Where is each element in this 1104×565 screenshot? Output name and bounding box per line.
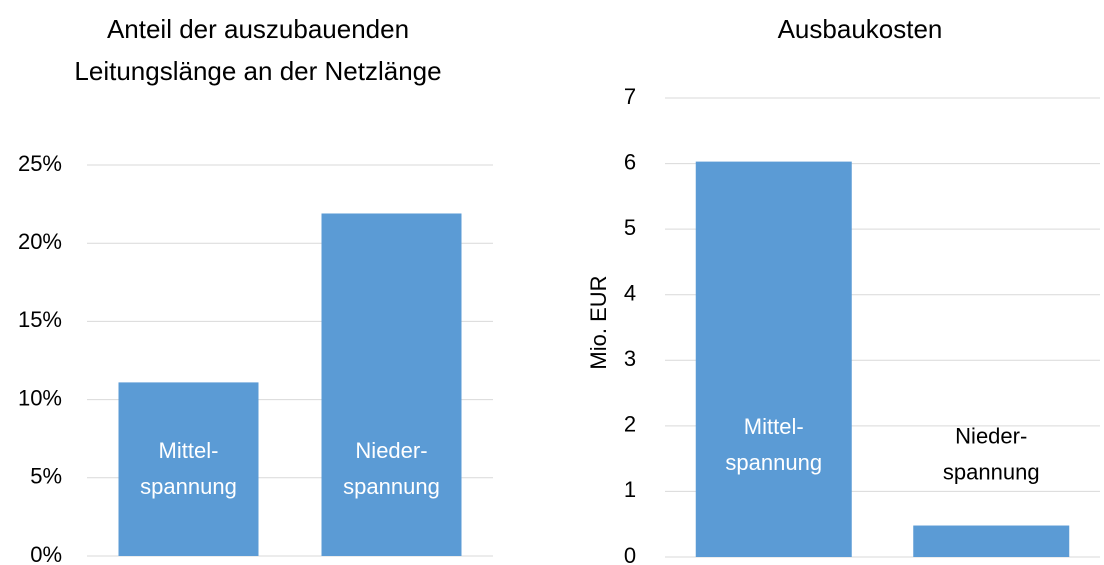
- y-tick-label: 0: [624, 543, 636, 565]
- bar: [321, 213, 462, 556]
- y-tick-label: 25%: [18, 151, 62, 176]
- y-tick-label: 10%: [18, 385, 62, 410]
- y-tick-label: 1: [624, 477, 636, 502]
- y-tick-label: 20%: [18, 229, 62, 254]
- category-label-line: Nieder-: [355, 438, 427, 463]
- y-tick-label: 5%: [30, 464, 62, 489]
- category-label: Nieder-spannung: [943, 423, 1040, 484]
- chart-title: Anteil der auszubauenden Leitungslänge a…: [74, 14, 442, 86]
- category-label-line: Nieder-: [955, 423, 1027, 448]
- bar: [695, 161, 852, 557]
- bar: [118, 382, 259, 556]
- category-label-line: spannung: [725, 450, 822, 475]
- y-tick-label: 0%: [30, 542, 62, 565]
- y-tick-label: 15%: [18, 307, 62, 332]
- chart-title: Ausbaukosten: [777, 14, 943, 44]
- bar: [913, 525, 1070, 557]
- y-axis-label: Mio. EUR: [586, 275, 611, 369]
- category-label-line: spannung: [343, 474, 440, 499]
- y-tick-label: 6: [624, 149, 636, 174]
- category-label: Mittel-spannung: [725, 414, 822, 475]
- category-label-line: Mittel-: [159, 438, 219, 463]
- category-label-line: spannung: [140, 474, 237, 499]
- y-tick-label: 4: [624, 281, 636, 306]
- y-tick-label: 7: [624, 84, 636, 109]
- category-label-line: spannung: [943, 459, 1040, 484]
- y-tick-label: 3: [624, 346, 636, 371]
- y-tick-label: 2: [624, 412, 636, 437]
- category-label: Mittel-spannung: [140, 438, 237, 499]
- category-label: Nieder-spannung: [343, 438, 440, 499]
- category-label-line: Mittel-: [744, 414, 804, 439]
- y-tick-label: 5: [624, 215, 636, 240]
